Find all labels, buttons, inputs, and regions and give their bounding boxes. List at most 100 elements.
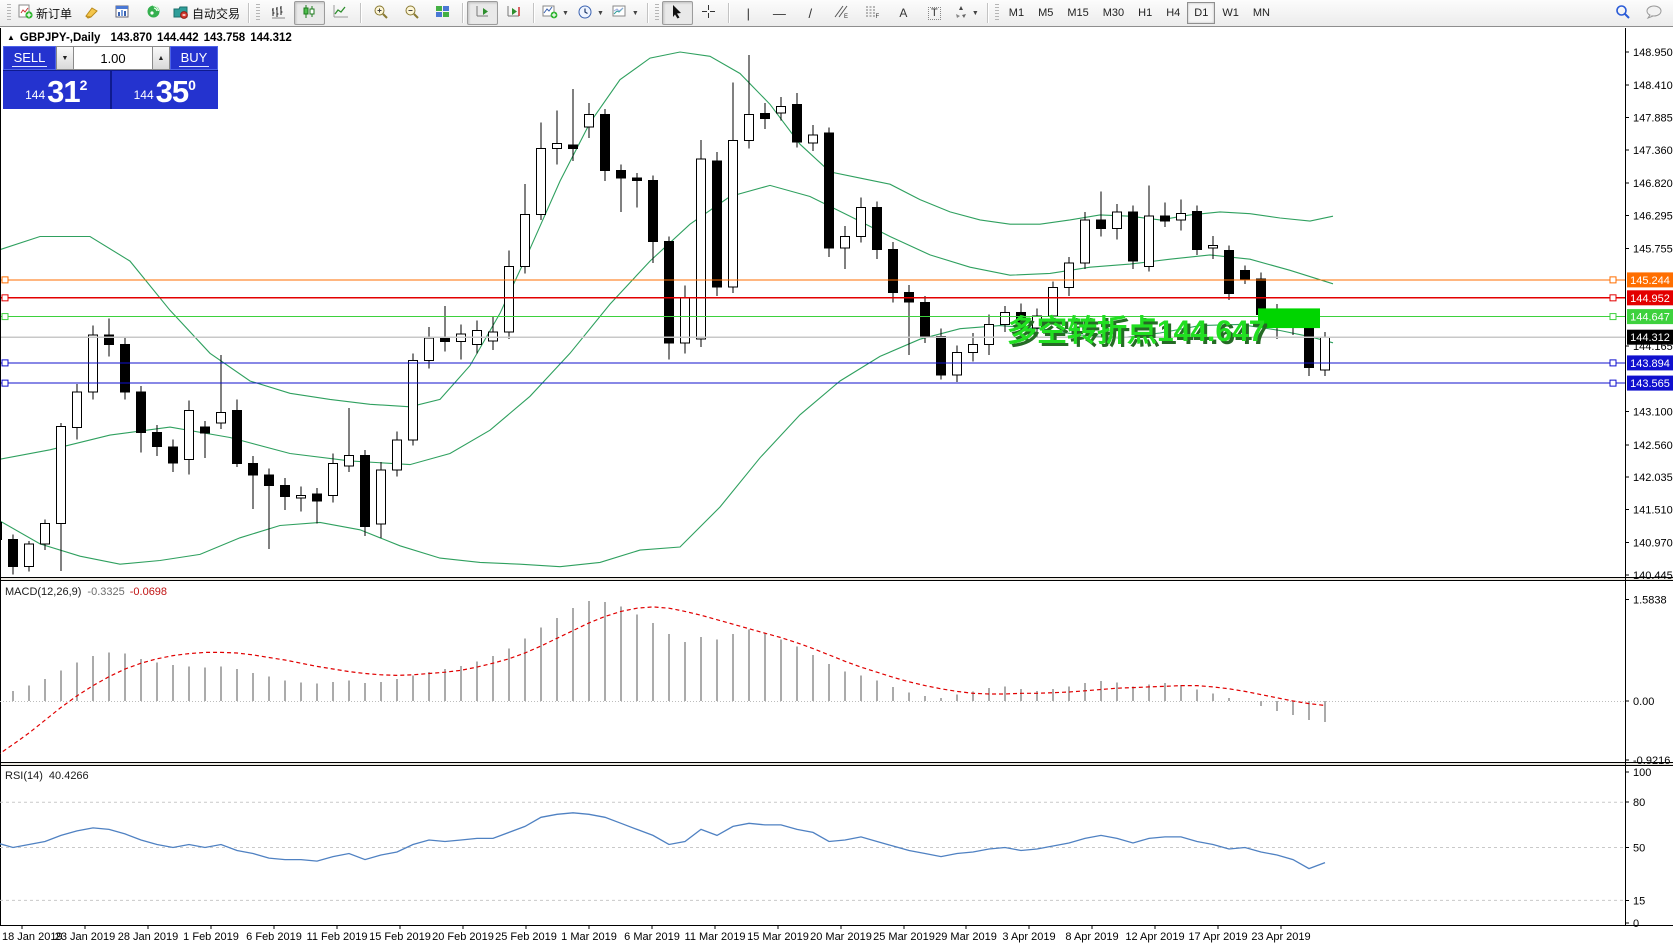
search-button[interactable] [1607,1,1638,25]
horizontal-line-tool-button[interactable]: — [764,1,795,25]
candle [824,132,834,249]
candle [216,411,226,424]
channel-tool-button[interactable]: E [826,1,857,25]
text-tool-button[interactable]: A [888,1,919,25]
timeframe-m15-button[interactable]: M15 [1067,7,1089,19]
toolbar-grip[interactable] [654,4,659,22]
timeframe-w1-button[interactable]: W1 [1222,7,1239,19]
timeframe-mn-button[interactable]: MN [1252,7,1270,19]
trendline-tool-button[interactable]: / [795,1,826,25]
vertical-line-tool-button[interactable]: | [733,1,764,25]
buy-price-display[interactable]: 144 35 0 [111,71,218,109]
shapes-tool-button[interactable]: ▼ [950,1,983,25]
toolbar-separator [986,3,988,23]
crosshair-tool-button[interactable] [693,1,724,25]
svg-text:143.894: 143.894 [1630,358,1670,370]
candle [504,266,514,333]
low-value: 143.758 [203,32,246,44]
collapse-triangle-icon[interactable]: ▲ [7,33,15,42]
candle [184,410,194,461]
svg-text:145.244: 145.244 [1630,275,1670,287]
resistance-line-2[interactable] [0,294,1625,302]
zoom-out-button[interactable] [396,1,427,25]
timeframe-m1-button[interactable]: M1 [1008,7,1025,19]
rsi-axis-label: 15 [1633,895,1645,907]
volume-value[interactable]: 1.00 [74,46,152,70]
macd-axis-label: 0.00 [1633,696,1654,708]
candle [1192,210,1202,250]
fibonacci-tool-button[interactable]: F [857,1,888,25]
candle [488,331,498,342]
label-tool-button[interactable]: T [919,1,950,25]
ohlc-values: 143.870 144.442 143.758 144.312 [105,32,291,44]
auto-scroll-icon [475,4,491,22]
toolbar-separator [646,3,648,23]
chart-window-button[interactable] [107,1,138,25]
candle [1032,315,1042,329]
new-order-label: 新订单 [36,6,73,21]
periods-button[interactable]: ▼ [573,1,608,25]
auto-scroll-button[interactable] [467,1,499,25]
signal-button[interactable] [138,1,169,25]
new-order-button[interactable]: 新订单 [14,1,76,25]
candle [312,493,322,502]
label-icon: T [927,6,941,20]
indicators-button[interactable]: ▼ [538,1,573,25]
date-axis-label: 25 Mar 2019 [873,931,935,943]
zoom-in-button[interactable] [365,1,396,25]
support-line-1[interactable] [0,359,1625,367]
price-axis: 148.950 148.410 147.885 147.360 146.820 146.2… [1625,47,1673,582]
timeframe-h1-button[interactable]: H1 [1138,7,1153,19]
chart-shift-button[interactable] [498,1,529,25]
date-axis-label: 1 Mar 2019 [561,931,617,943]
candle [104,334,114,346]
auto-trading-button[interactable]: 自动交易 [169,1,244,25]
buy-button[interactable]: BUY [170,46,218,70]
toolbar-grip[interactable] [256,4,261,22]
new-order-icon [18,4,33,22]
date-axis-label: 12 Apr 2019 [1125,931,1184,943]
bar-chart-button[interactable] [263,1,294,25]
line-chart-button[interactable] [325,1,356,25]
resistance-line-1[interactable] [0,276,1625,284]
candle [744,114,754,141]
timeframe-h4-button[interactable]: H4 [1166,7,1181,19]
candle [888,248,898,293]
cursor-tool-button[interactable] [661,1,693,25]
price-axis-label: 147.885 [1633,112,1673,124]
price-axis-label: 145.755 [1633,243,1673,255]
template-icon [612,4,628,22]
timeframe-m30-button[interactable]: M30 [1102,7,1125,19]
date-axis-label: 28 Jan 2019 [118,931,179,943]
candle [728,140,738,288]
chart-background [0,28,1673,950]
price-axis-label: 148.950 [1633,47,1673,59]
high-value: 144.442 [157,32,199,44]
date-axis-label: 3 Apr 2019 [1002,931,1055,943]
sell-price-pip: 2 [79,77,88,93]
highlight-rectangle[interactable] [1258,308,1320,329]
toolbar-grip[interactable] [994,4,999,22]
one-click-trading-panel: SELL ▼ 1.00 ▲ BUY 144 31 2 144 35 0 [3,46,218,109]
candlestick-chart-button[interactable] [294,1,326,25]
sell-button[interactable]: SELL [3,46,56,70]
timeframe-d1-button[interactable]: D1 [1187,2,1216,24]
sell-price-display[interactable]: 144 31 2 [3,71,110,109]
support-line-2[interactable] [0,379,1625,387]
volume-increase-button[interactable]: ▲ [152,46,170,70]
annotation-text[interactable]: 多空转折点144.647 [1007,315,1265,348]
marker-button[interactable] [76,1,107,25]
chart-canvas[interactable]: 多空转折点144.647多空转折点144.647148.950148.41014… [0,28,1673,950]
candle [376,469,386,525]
toolbar-grip[interactable] [7,4,11,22]
templates-button[interactable]: ▼ [608,1,643,25]
volume-decrease-button[interactable]: ▼ [56,46,74,70]
price-axis-label: 141.510 [1633,504,1673,516]
toolbar: 新订单 自动交易 [0,0,1673,27]
timeframe-m5-button[interactable]: M5 [1038,7,1054,19]
pivot-line[interactable] [0,313,1625,321]
tile-windows-button[interactable] [427,1,458,25]
panel-borders [0,28,1673,926]
chat-button[interactable] [1638,1,1669,25]
line-handle [1,359,9,367]
